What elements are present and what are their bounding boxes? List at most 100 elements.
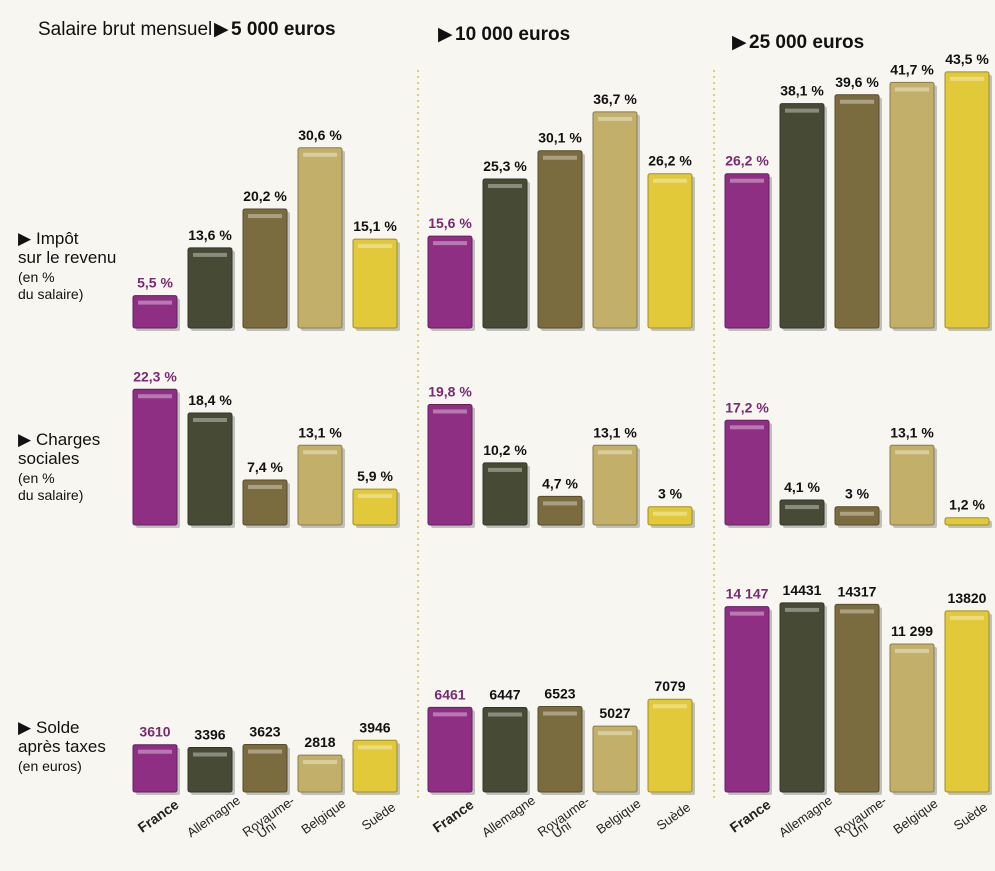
bar-group-solde-apres-taxes-5-000-euros: 3610 3396 3623 2818 3946 xyxy=(132,719,400,795)
arrow-icon: ▶ xyxy=(438,24,453,45)
bar-highlight xyxy=(730,425,764,430)
bar-highlight xyxy=(248,749,282,754)
bar-suede-solde-apres-taxes-10-000-euros xyxy=(647,698,693,793)
category-label-suede: Suède xyxy=(359,799,398,833)
bar-belgique-charges-sociales-10-000-euros xyxy=(592,444,638,526)
bar-highlight xyxy=(488,184,522,189)
bar-highlight xyxy=(433,712,467,717)
row-label-charges: Charges xyxy=(36,430,100,449)
arrow-icon: ▶ xyxy=(18,430,32,449)
bar-france-solde-apres-taxes-10-000-euros xyxy=(427,706,473,793)
bar-royaume-uni-charges-sociales-10-000-euros xyxy=(537,495,583,526)
bar-belgique-charges-sociales-25-000-euros xyxy=(889,444,935,526)
arrow-icon: ▶ xyxy=(18,718,32,737)
bar-highlight xyxy=(730,178,764,183)
value-label-royaume-uni-impot-sur-le-revenu-25-000-euros: 39,6 % xyxy=(835,74,879,90)
row-unit-label: (en % xyxy=(18,269,55,285)
value-label-belgique-impot-sur-le-revenu-5-000-euros: 30,6 % xyxy=(298,127,342,143)
bar-highlight xyxy=(598,731,632,736)
value-label-allemagne-charges-sociales-25-000-euros: 4,1 % xyxy=(784,479,820,495)
value-label-royaume-uni-charges-sociales-25-000-euros: 3 % xyxy=(845,486,870,502)
category-label-france: France xyxy=(727,796,774,836)
value-label-allemagne-solde-apres-taxes-25-000-euros: 14431 xyxy=(783,582,822,598)
value-label-allemagne-solde-apres-taxes-5-000-euros: 3396 xyxy=(194,727,225,743)
bar-belgique-impot-sur-le-revenu-5-000-euros xyxy=(297,147,343,329)
value-label-suede-impot-sur-le-revenu-10-000-euros: 26,2 % xyxy=(648,153,692,169)
bar-highlight xyxy=(248,214,282,219)
value-label-royaume-uni-charges-sociales-5-000-euros: 7,4 % xyxy=(247,459,283,475)
bar-highlight xyxy=(248,484,282,489)
category-label-belgique: Belgique xyxy=(593,796,643,837)
value-label-belgique-solde-apres-taxes-25-000-euros: 11 299 xyxy=(891,623,933,639)
row-label-solde: Solde xyxy=(36,718,79,737)
bar-highlight xyxy=(433,241,467,246)
bar-suede-solde-apres-taxes-5-000-euros xyxy=(352,739,398,793)
bar-highlight xyxy=(193,418,227,422)
bar-highlight xyxy=(598,450,632,455)
bar-highlight xyxy=(358,494,392,499)
bar-suede-charges-sociales-25-000-euros xyxy=(944,517,990,526)
value-label-suede-solde-apres-taxes-5-000-euros: 3946 xyxy=(359,719,390,735)
bar-highlight xyxy=(138,300,172,305)
bar-highlight xyxy=(193,752,227,757)
bar-highlight xyxy=(303,450,337,455)
bar-group-charges-sociales-10-000-euros: 19,8 % 10,2 % 4,7 % 13,1 % 3 % xyxy=(427,383,695,528)
row-label-sur-le-revenu: sur le revenu xyxy=(18,248,116,267)
bar-highlight xyxy=(653,704,687,709)
value-label-royaume-uni-impot-sur-le-revenu-10-000-euros: 30,1 % xyxy=(538,130,582,146)
bar-group-impot-sur-le-revenu-5-000-euros: 5,5 % 13,6 % 20,2 % 30,6 % 15,1 % xyxy=(132,127,400,331)
bar-royaume-uni-charges-sociales-5-000-euros xyxy=(242,479,288,526)
bar-highlight xyxy=(895,648,929,653)
arrow-icon: ▶ xyxy=(18,229,32,248)
group-header-10-000-euros: 10 000 euros xyxy=(455,24,570,45)
bar-belgique-impot-sur-le-revenu-25-000-euros xyxy=(889,81,935,329)
bar-france-impot-sur-le-revenu-25-000-euros xyxy=(724,173,770,329)
bar-france-charges-sociales-5-000-euros xyxy=(132,388,178,526)
value-label-suede-impot-sur-le-revenu-5-000-euros: 15,1 % xyxy=(353,218,397,234)
category-label-france: France xyxy=(430,796,477,836)
value-label-belgique-charges-sociales-5-000-euros: 13,1 % xyxy=(298,424,342,440)
bar-group-solde-apres-taxes-10-000-euros: 6461 6447 6523 5027 7079 xyxy=(427,678,695,795)
value-label-france-solde-apres-taxes-5-000-euros: 3610 xyxy=(139,724,170,740)
value-label-belgique-impot-sur-le-revenu-10-000-euros: 36,7 % xyxy=(593,91,637,107)
bar-highlight xyxy=(303,152,337,157)
arrow-icon: ▶ xyxy=(214,19,229,40)
value-label-royaume-uni-impot-sur-le-revenu-5-000-euros: 20,2 % xyxy=(243,188,287,204)
bar-suede-solde-apres-taxes-25-000-euros xyxy=(944,610,990,793)
bar-allemagne-charges-sociales-10-000-euros xyxy=(482,462,528,526)
bar-highlight xyxy=(895,87,929,92)
value-label-france-solde-apres-taxes-10-000-euros: 6461 xyxy=(434,686,465,702)
bar-france-charges-sociales-10-000-euros xyxy=(427,403,473,526)
bar-highlight xyxy=(653,178,687,183)
group-header-25-000-euros: 25 000 euros xyxy=(749,32,864,53)
bar-allemagne-solde-apres-taxes-5-000-euros xyxy=(187,747,233,793)
bar-group-impot-sur-le-revenu-25-000-euros: 26,2 % 38,1 % 39,6 % 41,7 % 43,5 % xyxy=(724,51,992,331)
category-label-belgique: Belgique xyxy=(890,796,940,837)
value-label-france-impot-sur-le-revenu-25-000-euros: 26,2 % xyxy=(725,153,769,169)
value-label-belgique-charges-sociales-25-000-euros: 13,1 % xyxy=(890,424,934,440)
value-label-france-charges-sociales-25-000-euros: 17,2 % xyxy=(725,399,769,415)
bar-highlight xyxy=(653,511,687,516)
bar-france-charges-sociales-25-000-euros xyxy=(724,419,770,526)
bar-group-impot-sur-le-revenu-10-000-euros: 15,6 % 25,3 % 30,1 % 36,7 % 26,2 % xyxy=(427,91,695,331)
bar-royaume-uni-solde-apres-taxes-10-000-euros xyxy=(537,706,583,793)
row-unit-label: du salaire) xyxy=(18,487,83,503)
arrow-icon: ▶ xyxy=(732,32,747,53)
bar-highlight xyxy=(138,394,172,399)
category-label-suede: Suède xyxy=(951,799,990,833)
value-label-france-solde-apres-taxes-25-000-euros: 14 147 xyxy=(726,586,769,602)
bar-highlight xyxy=(543,711,577,716)
value-label-royaume-uni-charges-sociales-10-000-euros: 4,7 % xyxy=(542,475,578,491)
bar-belgique-solde-apres-taxes-25-000-euros xyxy=(889,643,935,793)
value-label-allemagne-impot-sur-le-revenu-25-000-euros: 38,1 % xyxy=(780,83,824,99)
bar-highlight xyxy=(193,252,227,257)
row-label-impot: Impôt xyxy=(36,229,79,248)
bar-royaume-uni-charges-sociales-25-000-euros xyxy=(834,506,880,526)
bar-highlight xyxy=(598,116,632,121)
value-label-belgique-impot-sur-le-revenu-25-000-euros: 41,7 % xyxy=(890,61,934,77)
bar-highlight xyxy=(840,511,874,516)
group-header-5-000-euros: 5 000 euros xyxy=(231,19,336,40)
bar-suede-impot-sur-le-revenu-10-000-euros xyxy=(647,173,693,329)
